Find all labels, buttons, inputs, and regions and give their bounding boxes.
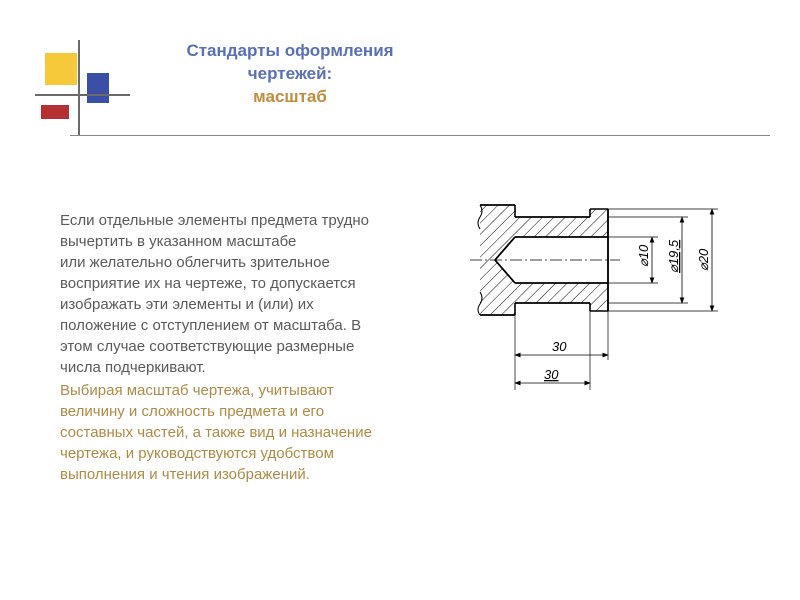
- para-3: восприятие их на чертеже, то допускается: [60, 273, 380, 294]
- body-text: Если отдельные элементы предмета трудно …: [60, 210, 380, 485]
- para-2: или желательно облегчить зрительное: [60, 252, 380, 273]
- corner-decoration: [35, 35, 135, 145]
- title-line-1: Стандарты оформления: [140, 40, 440, 63]
- dim-30b: 30: [544, 367, 559, 382]
- title-line-2: чертежей:: [140, 63, 440, 86]
- dim-30a: 30: [552, 339, 567, 354]
- para-6: числа подчеркивают.: [60, 357, 380, 378]
- technical-drawing: ⌀10 ⌀19,5 ⌀20 30 30: [460, 175, 750, 435]
- dim-d20: ⌀20: [696, 248, 711, 271]
- para-note: Выбирая масштаб чертежа, учитывают велич…: [60, 380, 380, 485]
- dim-d10: ⌀10: [636, 244, 651, 267]
- para-4: изображать эти элементы и (или) их полож…: [60, 294, 380, 336]
- para-5: этом случае соответствующие размерные: [60, 336, 380, 357]
- dim-d195: ⌀19,5: [666, 239, 681, 273]
- page-title: Стандарты оформления чертежей: масштаб: [140, 40, 440, 109]
- title-underline: [70, 135, 770, 136]
- para-1: Если отдельные элементы предмета трудно …: [60, 210, 380, 252]
- title-line-3: масштаб: [140, 86, 440, 109]
